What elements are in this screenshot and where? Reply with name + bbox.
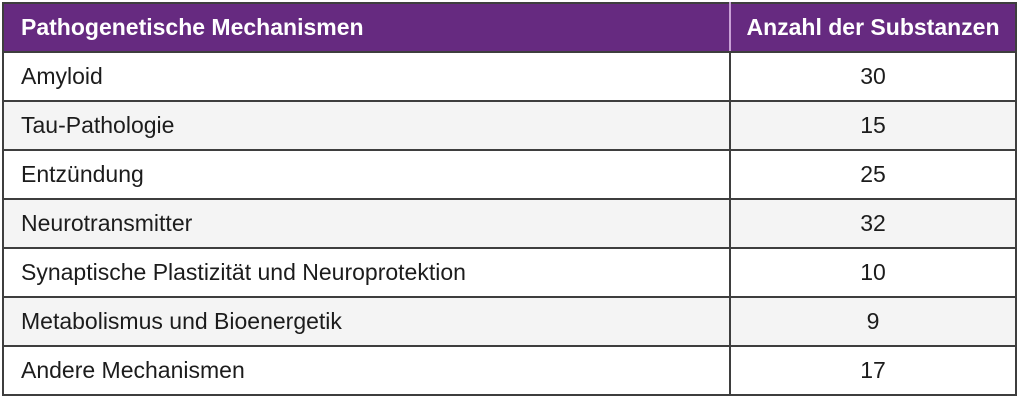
- mechanisms-table: Pathogenetische Mechanismen Anzahl der S…: [2, 2, 1017, 396]
- mechanism-cell: Neurotransmitter: [2, 198, 731, 249]
- mechanism-cell: Entzündung: [2, 149, 731, 200]
- table-row: Metabolismus und Bioenergetik 9: [2, 296, 1017, 347]
- table-row: Synaptische Plastizität und Neuroprotekt…: [2, 247, 1017, 298]
- column-header-mechanism: Pathogenetische Mechanismen: [2, 2, 731, 53]
- count-cell: 32: [729, 198, 1017, 249]
- count-cell: 10: [729, 247, 1017, 298]
- mechanism-cell: Tau-Pathologie: [2, 100, 731, 151]
- count-cell: 9: [729, 296, 1017, 347]
- table-row: Neurotransmitter 32: [2, 198, 1017, 249]
- table-row: Entzündung 25: [2, 149, 1017, 200]
- count-cell: 25: [729, 149, 1017, 200]
- mechanism-cell: Synaptische Plastizität und Neuroprotekt…: [2, 247, 731, 298]
- mechanism-cell: Andere Mechanismen: [2, 345, 731, 396]
- table-body: Amyloid 30 Tau-Pathologie 15 Entzündung …: [2, 51, 1017, 396]
- table-row: Andere Mechanismen 17: [2, 345, 1017, 396]
- header-row: Pathogenetische Mechanismen Anzahl der S…: [2, 2, 1017, 53]
- column-header-count: Anzahl der Substanzen: [729, 2, 1017, 53]
- count-cell: 15: [729, 100, 1017, 151]
- mechanism-cell: Amyloid: [2, 51, 731, 102]
- mechanisms-table-container: Pathogenetische Mechanismen Anzahl der S…: [2, 2, 1017, 396]
- count-cell: 17: [729, 345, 1017, 396]
- count-cell: 30: [729, 51, 1017, 102]
- mechanism-cell: Metabolismus und Bioenergetik: [2, 296, 731, 347]
- table-row: Tau-Pathologie 15: [2, 100, 1017, 151]
- table-row: Amyloid 30: [2, 51, 1017, 102]
- table-header: Pathogenetische Mechanismen Anzahl der S…: [2, 2, 1017, 53]
